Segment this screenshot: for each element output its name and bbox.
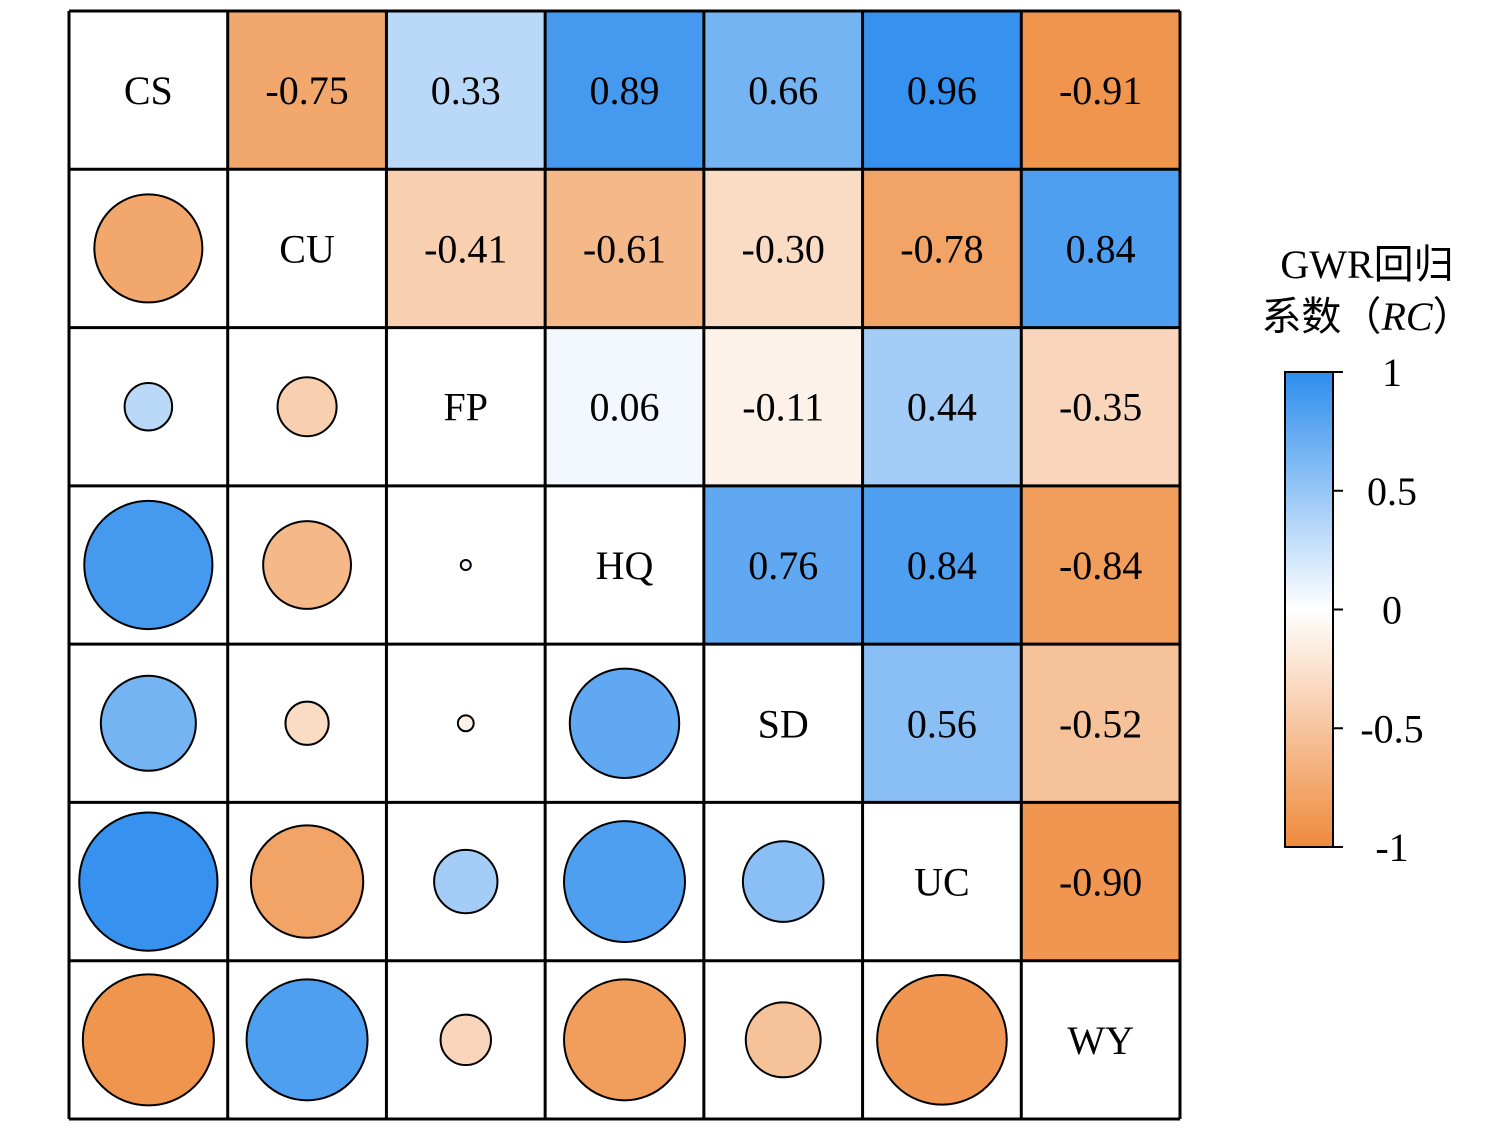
cell-SD-WY — [1021, 644, 1180, 803]
colorbar-title-suffix: ） — [1433, 294, 1473, 339]
circle-WY-SD — [744, 1001, 822, 1079]
cell-CS-WY — [1021, 11, 1180, 170]
value-label-CU-FP: -0.41 — [424, 226, 507, 271]
cell-HQ-UC — [862, 485, 1022, 645]
cell-CU-HQ — [545, 169, 704, 328]
variable-label-SD: SD — [758, 701, 809, 746]
cell-CU-SD — [703, 169, 863, 328]
value-label-HQ-WY: -0.84 — [1059, 543, 1142, 588]
cell-FP-WY — [1021, 327, 1180, 486]
circle-FP-CU — [276, 376, 338, 438]
value-label-FP-SD: -0.11 — [742, 385, 824, 430]
cell-HQ-WY — [1021, 485, 1180, 645]
circle-WY-FP — [439, 1013, 492, 1067]
colorbar-tick-label: -1 — [1375, 825, 1408, 870]
value-label-HQ-SD: 0.76 — [748, 543, 818, 588]
variable-label-UC: UC — [914, 860, 970, 905]
colorbar-gradient — [1284, 371, 1334, 848]
colorbar-title-line1: GWR回归 — [1280, 242, 1453, 287]
cell-FP-SD — [703, 327, 863, 486]
colorbar-tick-label: -0.5 — [1360, 706, 1423, 751]
circle-HQ-CS — [83, 499, 214, 631]
circle-CU-CS — [93, 193, 204, 304]
value-label-CS-HQ: 0.89 — [590, 68, 660, 113]
circle-WY-CU — [245, 978, 369, 1102]
value-label-FP-UC: 0.44 — [907, 385, 977, 430]
cell-FP-UC — [862, 327, 1022, 486]
value-label-CS-SD: 0.66 — [748, 68, 818, 113]
value-label-CU-SD: -0.30 — [742, 226, 825, 271]
cell-CU-WY — [1021, 169, 1180, 328]
value-label-SD-WY: -0.52 — [1059, 701, 1142, 746]
circle-SD-CS — [99, 674, 197, 772]
value-label-CU-WY: 0.84 — [1066, 226, 1136, 271]
circle-UC-FP — [433, 848, 499, 915]
colorbar-title-line2: 系数（RC） — [1261, 294, 1472, 339]
circle-UC-HQ — [563, 820, 686, 944]
circle-WY-CS — [81, 973, 215, 1107]
circle-SD-CU — [284, 700, 330, 746]
colorbar-title-italic: RC — [1380, 294, 1433, 339]
cell-CS-SD — [703, 11, 863, 170]
circle-SD-FP — [456, 714, 475, 733]
variable-label-CS: CS — [124, 68, 173, 113]
cell-UC-WY — [1021, 802, 1180, 961]
cell-CS-CU — [227, 11, 387, 170]
cell-CU-FP — [386, 169, 546, 328]
circle-UC-CS — [78, 811, 219, 952]
value-label-CU-HQ: -0.61 — [583, 226, 666, 271]
variable-label-WY: WY — [1067, 1018, 1134, 1063]
variable-label-FP: FP — [444, 385, 489, 430]
colorbar-tick-label: 0 — [1382, 588, 1402, 633]
value-label-CS-WY: -0.91 — [1059, 68, 1142, 113]
variable-label-HQ: HQ — [596, 543, 654, 588]
colorbar-tick-label: 1 — [1382, 350, 1402, 395]
circle-WY-UC — [876, 974, 1008, 1106]
circle-UC-CU — [249, 824, 365, 939]
value-label-CS-UC: 0.96 — [907, 68, 977, 113]
value-label-FP-WY: -0.35 — [1059, 385, 1142, 430]
cell-CS-FP — [386, 11, 546, 170]
colorbar-title-prefix: 系数（ — [1261, 294, 1381, 339]
correlation-matrix: CS -0.75 0.33 0.89 0.66 0.96 -0.91 CU -0.41 -0.61… — [67, 9, 1182, 1121]
value-label-CS-FP: 0.33 — [431, 68, 501, 113]
circle-HQ-CU — [262, 520, 352, 610]
cell-HQ-SD — [703, 485, 863, 645]
circle-HQ-FP — [459, 559, 472, 571]
cell-FP-HQ — [545, 327, 704, 486]
value-label-HQ-UC: 0.84 — [907, 543, 977, 588]
circle-SD-HQ — [568, 667, 681, 780]
colorbar: GWR回归 系数（RC） 1 0.5 0 -0.5 -1 — [1261, 242, 1472, 870]
value-label-FP-HQ: 0.06 — [590, 385, 660, 430]
value-label-SD-UC: 0.56 — [907, 701, 977, 746]
colorbar-tick-label: 0.5 — [1367, 469, 1417, 514]
colorbar-ticks: 1 0.5 0 -0.5 -1 — [1333, 350, 1424, 870]
cell-CU-UC — [862, 169, 1022, 328]
value-label-UC-WY: -0.90 — [1059, 860, 1142, 905]
cell-SD-UC — [862, 644, 1022, 803]
circle-WY-HQ — [563, 978, 686, 1102]
circle-UC-SD — [741, 840, 825, 923]
value-label-CU-UC: -0.78 — [900, 226, 983, 271]
variable-label-CU: CU — [279, 226, 335, 271]
value-label-CS-CU: -0.75 — [265, 68, 348, 113]
cell-CS-HQ — [545, 11, 704, 170]
circle-FP-CS — [123, 381, 174, 432]
cell-CS-UC — [862, 11, 1022, 170]
